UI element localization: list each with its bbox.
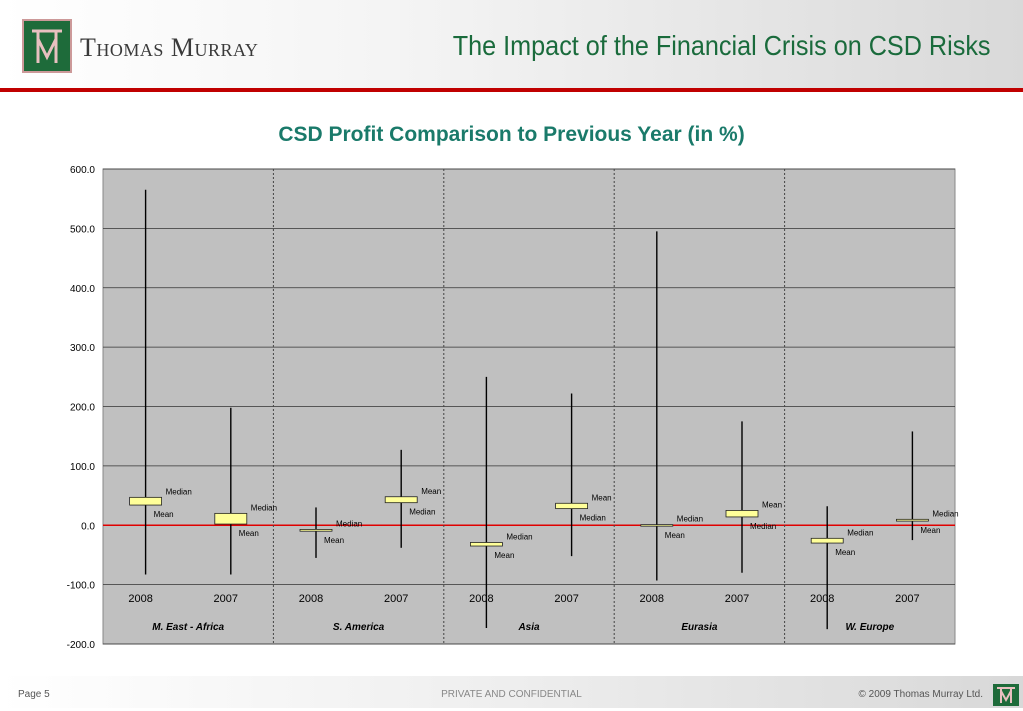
box-mark — [725, 510, 759, 518]
box-plot-chart: 600.0 500.0 400.0 300.0 200.0 100.0 0.0 -100.0 -… — [67, 165, 959, 651]
region-label: W. Europe — [845, 622, 894, 633]
region-label: Asia — [517, 622, 540, 633]
box-lower-label: Median — [580, 514, 606, 523]
year-label: 2007 — [214, 593, 238, 605]
box-lower-label: Median — [409, 508, 435, 517]
box-lower-label: Mean — [920, 526, 940, 535]
y-tick-label: -100.0 — [67, 581, 96, 592]
y-tick-label: 600.0 — [70, 165, 95, 176]
box-mark — [214, 512, 248, 525]
chart-title: CSD Profit Comparison to Previous Year (… — [278, 123, 745, 146]
year-label: 2008 — [640, 593, 664, 605]
y-tick-label: -200.0 — [67, 640, 96, 651]
box-lower-label: Mean — [154, 510, 174, 519]
box-mark — [640, 524, 674, 527]
footer-bar: Page 5 PRIVATE AND CONFIDENTIAL © 2009 T… — [0, 676, 1023, 708]
year-label: 2008 — [469, 593, 493, 605]
year-label: 2007 — [725, 593, 749, 605]
box-lower-label: Mean — [324, 536, 344, 545]
box-lower-label: Mean — [665, 531, 685, 540]
box-upper-label: Median — [677, 515, 703, 524]
box-mark — [555, 502, 588, 510]
box-upper-label: Median — [847, 528, 873, 537]
y-tick-label: 500.0 — [70, 224, 95, 235]
confidential-label: PRIVATE AND CONFIDENTIAL — [441, 689, 582, 700]
region-label: S. America — [333, 622, 385, 633]
year-label: 2008 — [128, 593, 152, 605]
box-upper-label: Median — [506, 532, 532, 541]
box-lower-label: Mean — [835, 548, 855, 557]
page-number: Page 5 — [18, 689, 50, 700]
y-tick-label: 300.0 — [70, 343, 95, 354]
footer-logo-icon — [993, 684, 1019, 706]
box-upper-label: Median — [166, 487, 192, 496]
box-lower-label: Median — [750, 522, 776, 531]
box-mark — [384, 496, 418, 504]
copyright-label: © 2009 Thomas Murray Ltd. — [858, 689, 983, 700]
y-tick-label: 0.0 — [81, 521, 95, 532]
box-lower-label: Mean — [494, 551, 514, 560]
box-mark — [129, 496, 163, 506]
box-mark — [299, 529, 333, 532]
box-upper-label: Mean — [421, 487, 441, 496]
y-tick-label: 400.0 — [70, 284, 95, 295]
year-label: 2008 — [810, 593, 834, 605]
box-upper-label: Median — [932, 509, 958, 518]
header-bar — [0, 0, 1023, 88]
box-upper-label: Median — [251, 503, 277, 512]
box-upper-label: Median — [336, 519, 362, 528]
region-label: M. East - Africa — [152, 622, 224, 633]
box-upper-label: Mean — [592, 493, 612, 502]
year-label: 2007 — [554, 593, 578, 605]
year-label: 2007 — [895, 593, 919, 605]
year-label: 2007 — [384, 593, 408, 605]
box-mark — [896, 518, 929, 522]
box-mark — [469, 542, 503, 547]
region-label: Eurasia — [681, 622, 718, 633]
box-mark — [810, 537, 844, 544]
header-red-rule — [0, 88, 1023, 92]
year-label: 2008 — [299, 593, 323, 605]
box-lower-label: Mean — [239, 529, 259, 538]
y-tick-label: 100.0 — [70, 462, 95, 473]
company-name: Thomas Murray — [80, 33, 259, 62]
thomas-murray-logo-icon — [22, 19, 72, 73]
y-tick-label: 200.0 — [70, 403, 95, 414]
box-upper-label: Mean — [762, 500, 782, 509]
slide-title: The Impact of the Financial Crisis on CS… — [453, 30, 991, 61]
